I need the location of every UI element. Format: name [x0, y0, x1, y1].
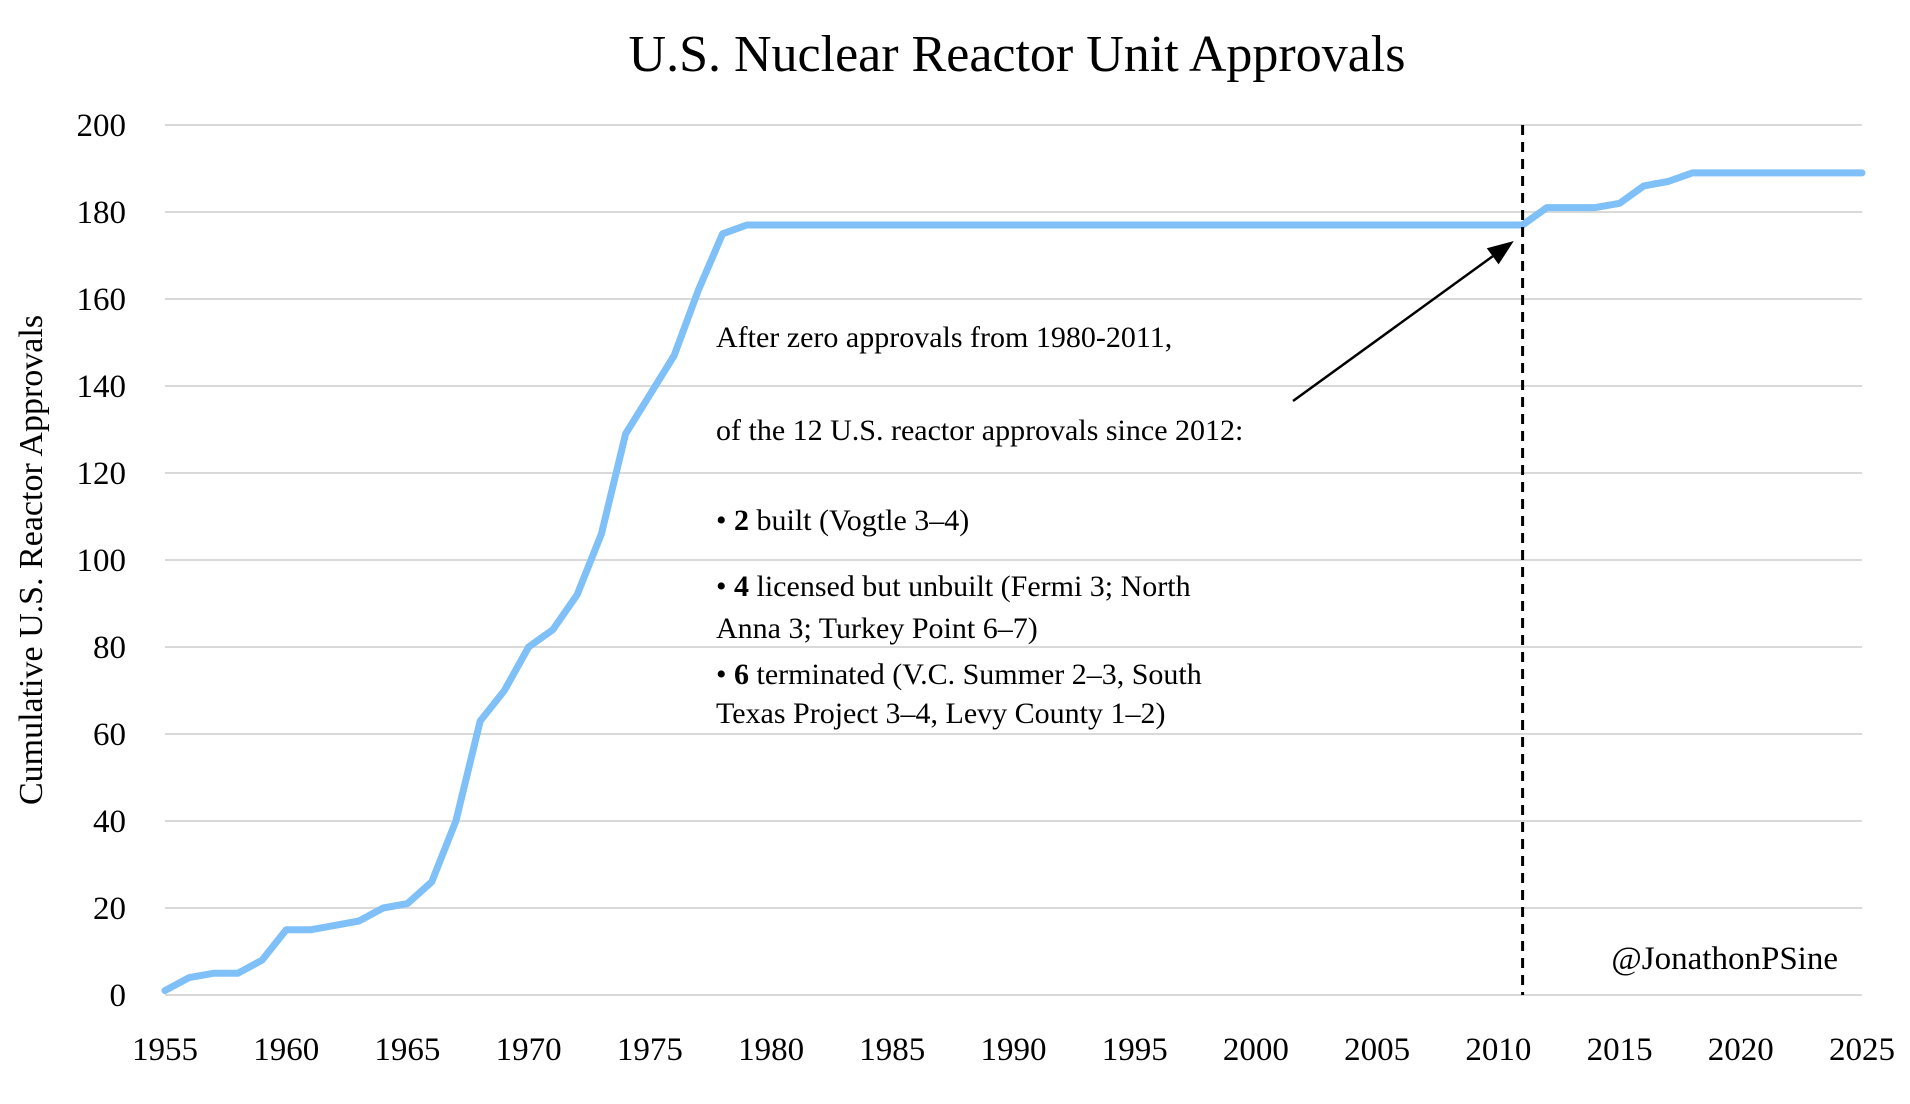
annotation-bullet-2: • 4 licensed but unbuilt (Fermi 3; North [716, 570, 1191, 603]
annotation-line-2: of the 12 U.S. reactor approvals since 2… [716, 414, 1243, 447]
x-tick-label: 1985 [859, 1032, 925, 1068]
x-tick-label: 2015 [1587, 1032, 1653, 1068]
bullet-count: 6 [734, 658, 749, 691]
bullet-text: built (Vogtle 3–4) [749, 504, 969, 537]
y-tick-label: 20 [93, 891, 126, 927]
x-tick-label: 1965 [374, 1032, 440, 1068]
y-tick-label: 0 [110, 978, 127, 1014]
annotation-arrow [1292, 255, 1494, 403]
gridlines [165, 124, 1862, 996]
x-tick-label: 2020 [1708, 1032, 1774, 1068]
annotation-bullet-3: • 6 terminated (V.C. Summer 2–3, South [716, 658, 1202, 691]
annotation-line-1: After zero approvals from 1980-2011, [716, 321, 1172, 354]
annotation: After zero approvals from 1980-2011, of … [716, 241, 1514, 730]
y-tick-label: 60 [93, 717, 126, 753]
x-tick-label: 1975 [617, 1032, 683, 1068]
y-tick-label: 200 [77, 108, 127, 144]
bullet-count: 2 [734, 504, 749, 537]
credit-watermark: @JonathonPSine [1611, 941, 1838, 977]
x-tick-label: 1995 [1102, 1032, 1168, 1068]
x-tick-label: 1960 [253, 1032, 319, 1068]
bullet-mark: • [716, 504, 734, 537]
x-tick-label: 2000 [1223, 1032, 1289, 1068]
annotation-arrowhead [1486, 241, 1514, 265]
chart-title: U.S. Nuclear Reactor Unit Approvals [629, 26, 1406, 83]
y-axis-ticks: 0 20 40 60 80 100 120 140 160 180 200 [77, 108, 127, 1014]
y-tick-label: 160 [77, 282, 127, 318]
y-tick-label: 140 [77, 369, 127, 405]
bullet-mark: • [716, 658, 734, 691]
x-tick-label: 2025 [1829, 1032, 1895, 1068]
x-tick-label: 2005 [1344, 1032, 1410, 1068]
x-axis-ticks: 1955 1960 1965 1970 1975 1980 1985 1990 1995 2000… [132, 1032, 1895, 1068]
y-tick-label: 80 [93, 630, 126, 666]
x-tick-label: 1990 [981, 1032, 1047, 1068]
bullet-mark: • [716, 570, 734, 603]
series-line [161, 169, 1866, 995]
annotation-bullet-2-cont: Anna 3; Turkey Point 6–7) [716, 612, 1038, 645]
y-tick-label: 120 [77, 456, 127, 492]
x-tick-label: 1980 [738, 1032, 804, 1068]
series-group [161, 169, 1866, 995]
x-tick-label: 1955 [132, 1032, 198, 1068]
bullet-text: licensed but unbuilt (Fermi 3; North [749, 570, 1191, 603]
y-tick-label: 40 [93, 804, 126, 840]
annotation-bullet-1: • 2 built (Vogtle 3–4) [716, 504, 969, 537]
x-tick-label: 2010 [1465, 1032, 1531, 1068]
bullet-text: terminated (V.C. Summer 2–3, South [749, 658, 1202, 691]
y-axis-label: Cumulative U.S. Reactor Approvals [13, 315, 50, 805]
y-tick-label: 180 [77, 195, 127, 231]
annotation-bullet-3-cont: Texas Project 3–4, Levy County 1–2) [716, 697, 1166, 730]
x-tick-label: 1970 [496, 1032, 562, 1068]
bullet-count: 4 [734, 570, 749, 603]
y-tick-label: 100 [77, 543, 127, 579]
